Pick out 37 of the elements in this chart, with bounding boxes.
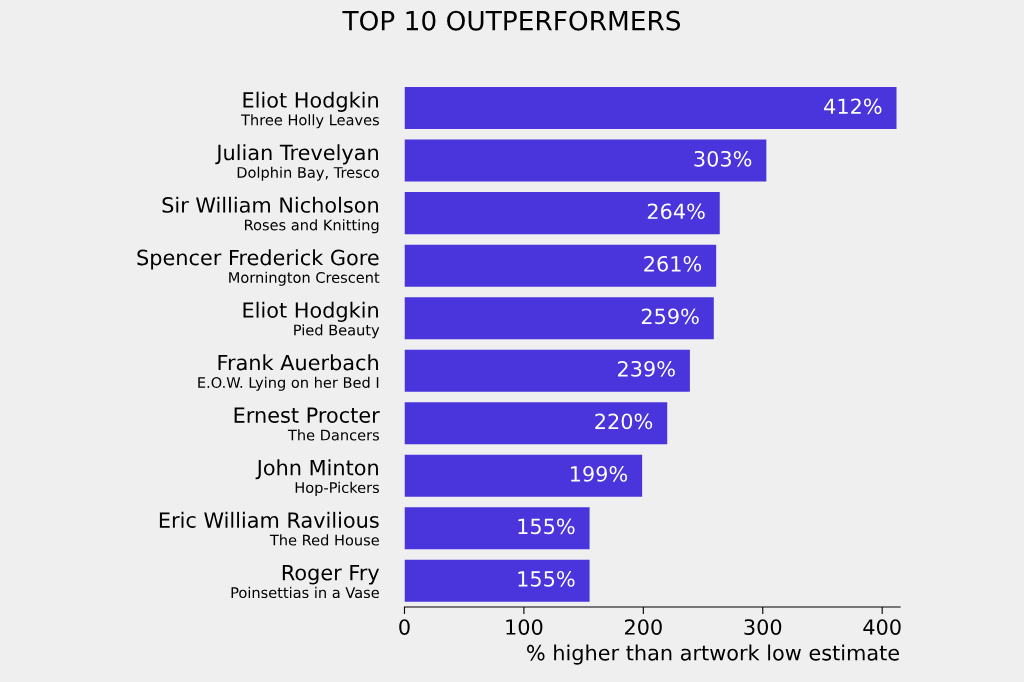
y-tick-label: Ernest Procter The Dancers [234, 407, 380, 441]
x-tick-label: 0 [399, 619, 410, 635]
x-tick-label: 200 [624, 619, 662, 635]
data-label: 412% [824, 98, 882, 115]
bar [404, 559, 590, 602]
bar [404, 297, 714, 340]
y-tick-label: Sir William Nicholson Roses and Knitting [162, 196, 379, 234]
data-label: 155% [518, 571, 575, 587]
data-label: 220% [595, 413, 653, 430]
y-tick-label: Eliot Hodgkin Three Holly Leaves [241, 91, 379, 129]
data-label: 199% [570, 465, 628, 482]
y-tick-label: Eric William Ravilious The Red House [159, 511, 379, 546]
y-tick-label: Spencer Frederick Gore Mornington Crescent [137, 249, 380, 286]
chart-title: TOP 10 OUTPERFORMERS [342, 10, 681, 31]
bar [404, 139, 767, 182]
bar [404, 87, 897, 130]
bar [404, 349, 690, 392]
data-label: 239% [617, 360, 675, 377]
y-tick-label: John Minton Hop-Pickers [255, 459, 379, 496]
data-label: 259% [641, 308, 699, 325]
y-tick-label: Julian Trevelyan Dolphin Bay, Tresco [215, 144, 379, 181]
data-label: 155% [518, 518, 575, 535]
data-label: 264% [647, 203, 705, 220]
data-label: 303% [694, 150, 752, 167]
y-tick-label: Roger Fry Poinsettias in a Vase [231, 564, 380, 599]
bar [404, 244, 717, 287]
bar [404, 402, 668, 445]
x-tick-label: 100 [506, 619, 543, 635]
bar [404, 507, 590, 550]
x-tick-label: 400 [863, 619, 901, 635]
y-tick-label: Eliot Hodgkin Pied Beauty [243, 301, 380, 339]
y-tick-label: Frank Auerbach E.O.W. Lying on her Bed I [198, 354, 379, 391]
bar [404, 454, 643, 497]
bar [404, 192, 720, 235]
x-axis-title: % higher than artwork low estimate [527, 644, 899, 665]
x-tick-label: 300 [744, 619, 782, 635]
data-label: 261% [644, 255, 702, 272]
